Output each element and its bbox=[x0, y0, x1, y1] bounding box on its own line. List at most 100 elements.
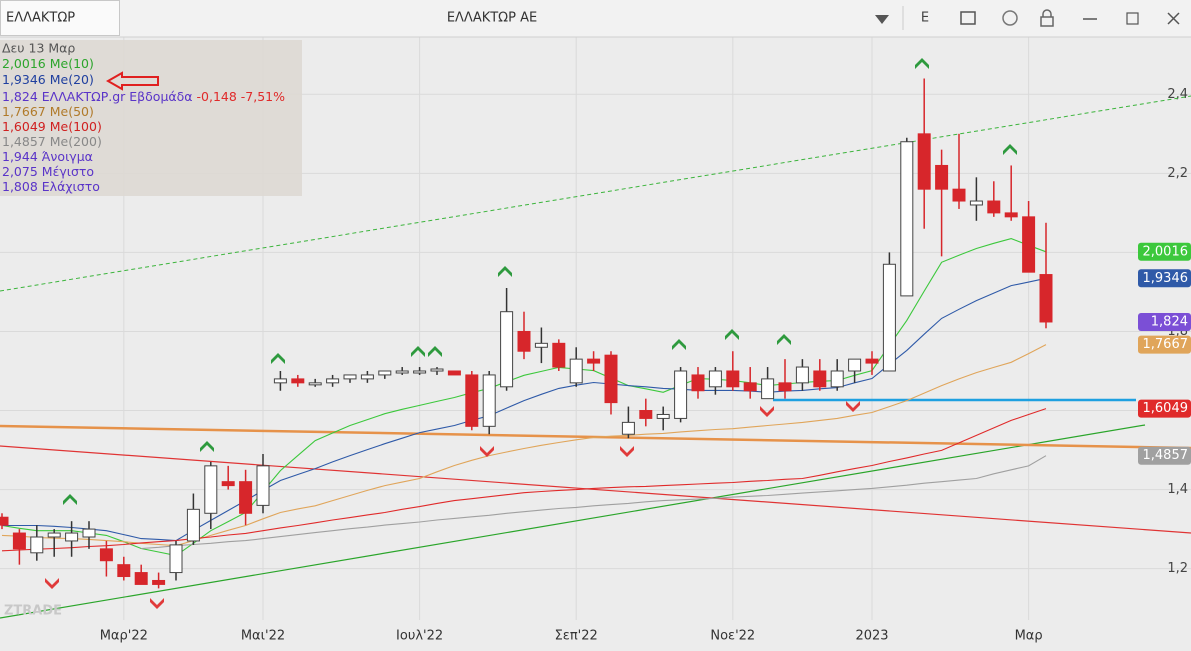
x-tick-label: Σεπ'22 bbox=[555, 629, 598, 644]
ma-badge: 1,6049 bbox=[1143, 401, 1189, 416]
candle-body bbox=[169, 544, 183, 574]
candle-body bbox=[987, 200, 1001, 214]
trend-line bbox=[0, 424, 1146, 619]
change: -0,148 bbox=[197, 89, 237, 104]
legend-name: Me(20) bbox=[50, 72, 94, 87]
candle-body bbox=[465, 374, 479, 427]
up-fractal bbox=[498, 266, 512, 277]
candle-body bbox=[378, 370, 392, 376]
plot bbox=[0, 78, 1053, 589]
down-fractal bbox=[480, 446, 494, 457]
candle-body bbox=[917, 133, 931, 190]
candle-body bbox=[152, 579, 166, 585]
candle-body bbox=[865, 358, 879, 364]
candle-body bbox=[447, 370, 461, 376]
candle-body bbox=[204, 465, 218, 514]
x-tick-label: Νοε'22 bbox=[710, 629, 755, 644]
candle-body bbox=[256, 465, 270, 506]
moving-average-line bbox=[141, 455, 1047, 550]
legend-close-row: 1,824 ΕΛΛΑΚΤΩΡ.gr Εβδομάδα -0,148 -7,51% bbox=[2, 89, 285, 104]
candle-body bbox=[12, 532, 26, 550]
legend: 2,0016 Me(10)1,9346 Me(20)1,7667 Me(50)1… bbox=[2, 56, 102, 149]
candle-body bbox=[726, 370, 740, 388]
symbol-tab-label[interactable]: ΕΛΛΑΚΤΩΡ bbox=[6, 11, 75, 26]
ma-badge-bg bbox=[1138, 399, 1191, 418]
layout-button[interactable] bbox=[960, 11, 976, 25]
ma-badge-bg bbox=[1138, 446, 1191, 465]
candle-body bbox=[99, 548, 113, 562]
legend-row: 2,0016 Me(10) bbox=[2, 56, 94, 71]
x-tick-label: 2023 bbox=[855, 629, 888, 644]
legend-date: Δευ 13 Μαρ bbox=[2, 41, 75, 56]
candle-body bbox=[517, 330, 531, 352]
maximize-button[interactable] bbox=[1126, 12, 1139, 25]
candle-body bbox=[761, 378, 775, 400]
ma-badge: 1,9346 bbox=[1143, 271, 1189, 286]
close-badge: 1,824 bbox=[1151, 314, 1188, 329]
candle-body bbox=[639, 410, 653, 419]
up-fractal bbox=[777, 334, 791, 345]
candle-body bbox=[743, 382, 757, 392]
symbol: ΕΛΛΑΚΤΩΡ.gr Εβδομάδα bbox=[42, 89, 193, 104]
candle-body bbox=[500, 311, 514, 388]
candle-body bbox=[604, 354, 618, 404]
legend-row: 1,4857 Me(200) bbox=[2, 134, 102, 149]
candle-body bbox=[813, 370, 827, 388]
candle-body bbox=[117, 564, 131, 578]
legend-name: Me(100) bbox=[50, 119, 102, 134]
candle-body bbox=[239, 481, 253, 514]
legend-value: 1,9346 bbox=[2, 72, 46, 87]
change-pct: -7,51% bbox=[241, 89, 285, 104]
trend-line bbox=[0, 95, 1191, 292]
candle-body bbox=[308, 382, 322, 386]
legend-box bbox=[0, 40, 302, 196]
legend-low: 1,808 Ελάχιστο bbox=[2, 179, 100, 194]
candle-body bbox=[0, 516, 9, 526]
candle-body bbox=[413, 370, 427, 374]
candle-body bbox=[1022, 216, 1036, 273]
y-tick-label: 1,2 bbox=[1167, 561, 1188, 576]
annotation-arrow bbox=[105, 71, 159, 91]
open-name: Άνοιγμα bbox=[42, 149, 93, 164]
lock-button[interactable] bbox=[1040, 16, 1054, 27]
price-badges: 2,0016 1,9346 1,7667 1,6049 1,4857 1,824 bbox=[1138, 242, 1191, 465]
candle-body bbox=[708, 370, 722, 388]
candle-body bbox=[395, 370, 409, 374]
mode-button[interactable]: E bbox=[921, 11, 929, 26]
y-tick-label: 2,2 bbox=[1167, 166, 1188, 181]
candle-body bbox=[552, 342, 566, 368]
candle-body bbox=[326, 378, 340, 384]
close-button[interactable] bbox=[1167, 12, 1180, 25]
symbol-tab[interactable] bbox=[0, 0, 120, 36]
candle-body bbox=[882, 263, 896, 372]
candle-body bbox=[674, 370, 688, 419]
candle-body bbox=[534, 342, 548, 348]
candle-body bbox=[134, 572, 148, 585]
title-bar bbox=[0, 0, 1191, 37]
high-value: 2,075 bbox=[2, 164, 38, 179]
candle-body bbox=[587, 358, 601, 364]
candle-body bbox=[82, 528, 96, 538]
candle-body bbox=[656, 413, 670, 419]
candle-body bbox=[482, 374, 496, 427]
candle-body bbox=[778, 382, 792, 392]
legend-row: 1,6049 Me(100) bbox=[2, 119, 102, 134]
up-fractal bbox=[63, 494, 77, 505]
legend-name: Me(50) bbox=[50, 104, 94, 119]
high-name: Μέγιστο bbox=[42, 164, 94, 179]
x-tick-label: Ιουλ'22 bbox=[396, 629, 443, 644]
candle-body bbox=[848, 358, 862, 372]
comment-button[interactable] bbox=[1002, 10, 1018, 26]
up-fractal bbox=[672, 339, 686, 350]
candle-body bbox=[30, 536, 44, 554]
candle-body bbox=[952, 188, 966, 202]
up-fractal bbox=[411, 346, 425, 357]
down-fractal bbox=[620, 446, 634, 457]
down-fractal bbox=[846, 401, 860, 412]
y-tick-label: 1,4 bbox=[1167, 482, 1188, 497]
legend-row: 1,9346 Me(20) bbox=[2, 72, 94, 87]
candle-body bbox=[969, 200, 983, 206]
dropdown-button[interactable] bbox=[875, 15, 889, 24]
fractal-markers bbox=[45, 58, 1017, 609]
